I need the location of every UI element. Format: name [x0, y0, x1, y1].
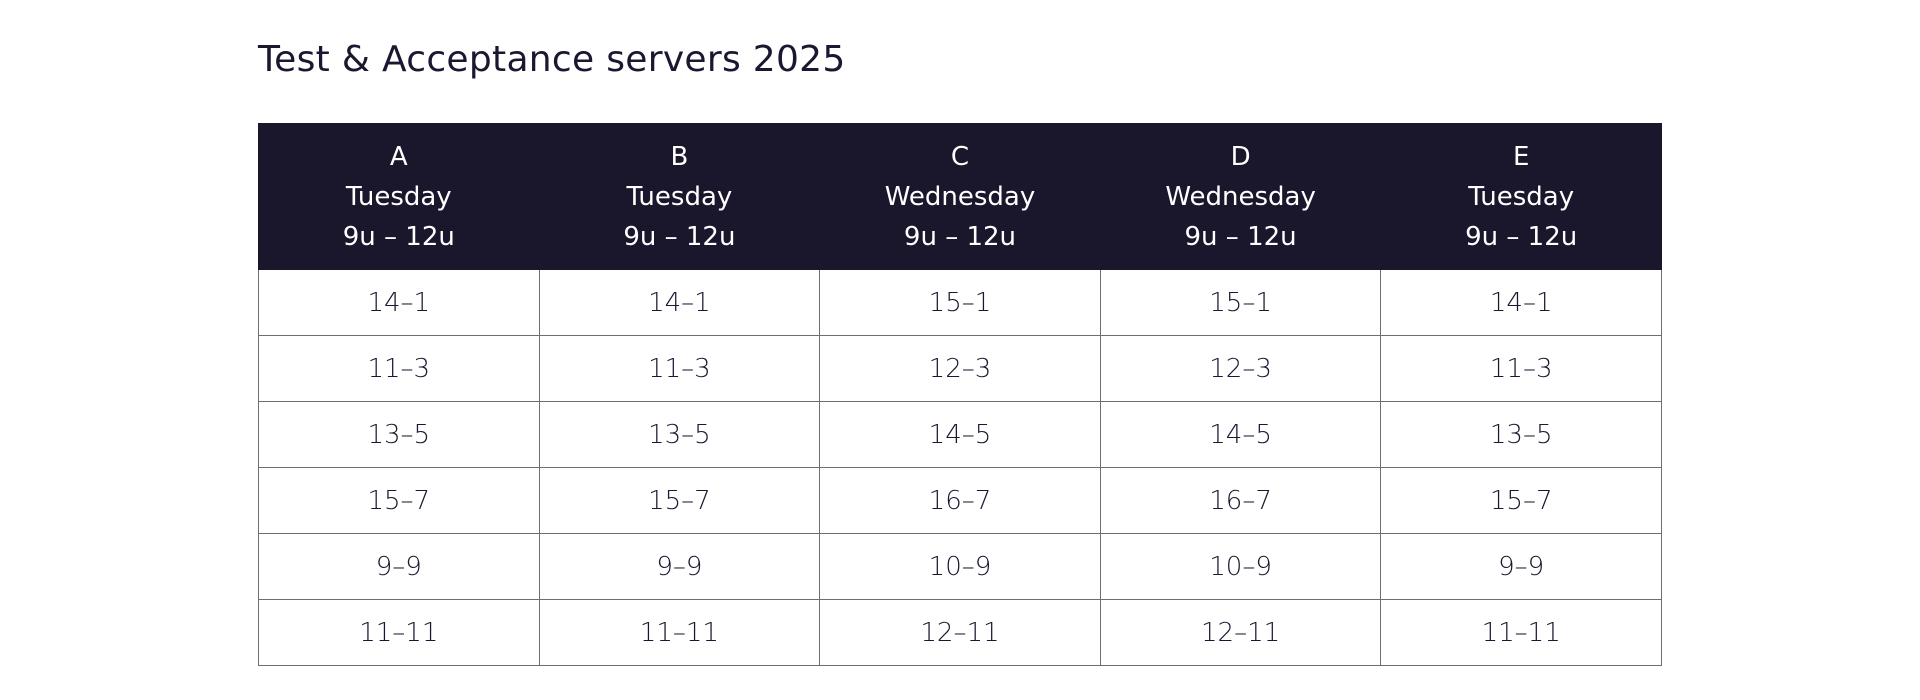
column-day-label: Tuesday: [345, 181, 452, 212]
table-cell: 11–3: [1380, 335, 1662, 402]
table-cell: 12–3: [1099, 335, 1382, 402]
table-cell: 13–5: [258, 401, 540, 468]
column-time-label: 9u – 12u: [903, 221, 1017, 252]
column-header-b: B Tuesday 9u – 12u: [538, 123, 821, 270]
column-day-label: Tuesday: [1468, 181, 1575, 212]
table-cell: 15–7: [1380, 467, 1662, 534]
table-body: 14–1 14–1 15–1 15–1 14–1 11–3 11–3 12–3 …: [258, 269, 1662, 666]
table-cell: 14–5: [819, 401, 1101, 468]
table-header: A Tuesday 9u – 12u B Tuesday 9u – 12u C …: [258, 123, 1662, 270]
column-time-label: 9u – 12u: [342, 221, 455, 252]
table-cell: 13–5: [538, 401, 821, 468]
column-header-c: C Wednesday 9u – 12u: [819, 123, 1101, 270]
table-row: 11–3 11–3 12–3 12–3 11–3: [258, 335, 1662, 402]
table-cell: 10–9: [819, 533, 1101, 600]
table-cell: 11–11: [258, 599, 540, 666]
table-cell: 9–9: [258, 533, 540, 600]
table-row: 14–1 14–1 15–1 15–1 14–1: [258, 269, 1662, 336]
column-group-label: B: [670, 141, 689, 172]
table-cell: 12–3: [819, 335, 1101, 402]
table-cell: 12–11: [819, 599, 1101, 666]
table-row: 9–9 9–9 10–9 10–9 9–9: [258, 533, 1662, 600]
table-cell: 12–11: [1099, 599, 1382, 666]
table-cell: 14–1: [1380, 269, 1662, 336]
table-cell: 9–9: [1380, 533, 1662, 600]
column-header-e: E Tuesday 9u – 12u: [1380, 123, 1662, 270]
table-cell: 16–7: [1099, 467, 1382, 534]
table-row: 11–11 11–11 12–11 12–11 11–11: [258, 599, 1662, 666]
column-header-a: A Tuesday 9u – 12u: [258, 123, 540, 270]
table-cell: 15–7: [258, 467, 540, 534]
table-cell: 11–3: [258, 335, 540, 402]
table-cell: 9–9: [538, 533, 821, 600]
table-cell: 11–11: [538, 599, 821, 666]
table-cell: 11–11: [1380, 599, 1662, 666]
table-cell: 15–7: [538, 467, 821, 534]
column-group-label: A: [389, 141, 408, 172]
column-day-label: Wednesday: [1165, 181, 1316, 212]
column-group-label: D: [1230, 141, 1251, 172]
table-cell: 15–1: [819, 269, 1101, 336]
table-row: 15–7 15–7 16–7 16–7 15–7: [258, 467, 1662, 534]
header-row: A Tuesday 9u – 12u B Tuesday 9u – 12u C …: [258, 123, 1662, 270]
column-header-d: D Wednesday 9u – 12u: [1099, 123, 1382, 270]
column-time-label: 9u – 12u: [1465, 221, 1578, 252]
table-cell: 13–5: [1380, 401, 1662, 468]
table-cell: 16–7: [819, 467, 1101, 534]
table-cell: 15–1: [1099, 269, 1382, 336]
table-cell: 10–9: [1099, 533, 1382, 600]
table-cell: 14–5: [1099, 401, 1382, 468]
table-cell: 14–1: [258, 269, 540, 336]
column-day-label: Tuesday: [626, 181, 733, 212]
column-group-label: E: [1512, 141, 1530, 172]
column-time-label: 9u – 12u: [623, 221, 736, 252]
table-row: 13–5 13–5 14–5 14–5 13–5: [258, 401, 1662, 468]
column-day-label: Wednesday: [884, 181, 1036, 212]
table-cell: 14–1: [538, 269, 821, 336]
column-time-label: 9u – 12u: [1184, 221, 1297, 252]
page-title: Test & Acceptance servers 2025: [258, 39, 846, 80]
schedule-table: A Tuesday 9u – 12u B Tuesday 9u – 12u C …: [258, 123, 1662, 666]
column-group-label: C: [950, 141, 970, 172]
table-cell: 11–3: [538, 335, 821, 402]
